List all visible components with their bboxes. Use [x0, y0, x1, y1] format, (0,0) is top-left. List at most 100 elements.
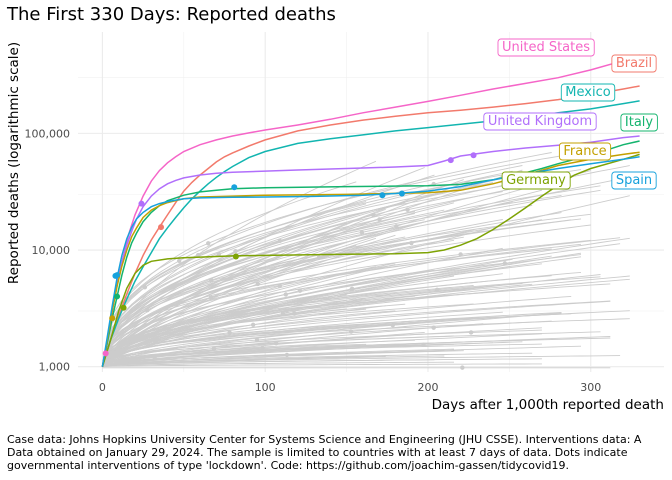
background-series-line: [101, 160, 377, 367]
lockdown-dot-spain: [114, 272, 121, 279]
background-series-line: [101, 171, 533, 367]
country-label-spain: Spain: [611, 171, 657, 190]
x-axis-title: Days after 1,000th reported death: [432, 397, 664, 413]
label-text: Spain: [616, 173, 652, 188]
country-labels: United States Brazil Mexico United Kingdom I…: [483, 38, 658, 190]
lockdown-dot-france: [109, 315, 116, 322]
label-text: France: [563, 144, 606, 159]
background-lockdown-dot: [297, 288, 303, 293]
label-box: [620, 113, 658, 132]
lockdown-dot-united-kingdom: [470, 152, 477, 159]
background-lockdown-dot: [458, 252, 463, 257]
caption-line-3: governmental interventions of type 'lock…: [7, 459, 569, 472]
background-lockdown-dot: [377, 217, 382, 222]
background-lockdown-dot: [284, 352, 290, 358]
background-series-line: [102, 295, 572, 368]
y-axis-title: Reported deaths (logarithmic scale): [6, 42, 22, 284]
caption-line-1: Case data: Johns Hopkins University Cent…: [7, 433, 642, 446]
label-text: Brazil: [616, 56, 652, 71]
background-series-line: [101, 184, 513, 367]
background-series-line: [102, 343, 367, 368]
background-series-line: [102, 300, 611, 368]
background-series-line: [102, 345, 582, 368]
background-series-line: [102, 255, 552, 368]
background-lockdown-dot: [143, 322, 148, 328]
label-text: Germany: [506, 173, 566, 188]
background-series-line: [102, 337, 611, 368]
background-series: [101, 152, 630, 370]
lockdown-dot-spain: [398, 190, 405, 197]
background-series-line: [102, 361, 454, 368]
background-series-line: [101, 189, 601, 367]
axis-ticks: 0 100 200 300 1,000 10,000 100,000: [25, 127, 602, 394]
background-series-line: [102, 170, 591, 367]
label-box: [560, 83, 616, 102]
y-tick-label: 1,000: [39, 361, 71, 374]
label-box: [611, 54, 657, 73]
background-series-line: [102, 358, 542, 368]
background-series-line: [102, 312, 562, 368]
background-series-line: [102, 263, 513, 367]
lockdown-dot-brazil: [158, 224, 165, 231]
background-lockdown-dot: [468, 330, 474, 335]
background-series-line: [102, 363, 542, 368]
country-label-united-states: United States: [497, 38, 595, 57]
label-text: United Kingdom: [488, 114, 592, 129]
background-series-line: [102, 321, 415, 368]
label-text: Mexico: [565, 85, 610, 100]
background-series-line: [101, 181, 494, 367]
country-label-united-kingdom: United Kingdom: [483, 112, 597, 131]
background-series-line: [102, 336, 611, 368]
background-series-line: [101, 213, 591, 367]
background-series-line: [102, 333, 542, 368]
background-lockdown-dot: [177, 258, 182, 263]
background-series-line: [102, 169, 523, 367]
series-line-united-kingdom: [101, 135, 640, 367]
background-lockdown-dot: [216, 252, 221, 257]
background-lockdown-dot: [206, 241, 211, 246]
label-box: [483, 112, 597, 131]
lockdown-dot-germany: [120, 304, 127, 311]
background-series-line: [102, 317, 474, 368]
x-tick-label: 100: [255, 381, 276, 394]
country-label-brazil: Brazil: [611, 54, 657, 73]
x-tick-label: 200: [417, 381, 438, 394]
caption-line-2: Data obtained on January 29, 2024. The s…: [7, 446, 628, 459]
background-series-line: [101, 204, 533, 367]
country-label-mexico: Mexico: [560, 83, 616, 102]
background-series-line: [101, 239, 591, 367]
lockdown-dot-spain: [379, 192, 386, 199]
label-box: [611, 171, 657, 190]
background-series-line: [102, 278, 630, 367]
background-lockdown-dot: [359, 230, 365, 235]
lockdown-dot-united-kingdom: [138, 200, 145, 207]
x-tick-label: 300: [580, 381, 601, 394]
country-label-france: France: [558, 142, 612, 161]
background-series-line: [102, 179, 464, 367]
lockdown-dot-italy: [114, 293, 121, 300]
background-lockdown-dot: [227, 330, 232, 335]
background-series-line: [101, 213, 415, 367]
background-series-line: [102, 275, 630, 367]
background-series-line: [102, 300, 611, 367]
lockdown-dot-united-kingdom: [447, 157, 454, 164]
background-series-line: [102, 311, 562, 368]
country-label-italy: Italy: [620, 113, 658, 132]
background-lockdown-dot: [434, 287, 440, 292]
background-lockdown-dot: [394, 224, 399, 229]
label-box: [558, 142, 612, 161]
x-tick-label: 0: [99, 381, 106, 394]
background-series-line: [102, 256, 582, 367]
background-lockdown-dot: [502, 261, 508, 266]
grid: [78, 32, 664, 372]
background-series-line: [101, 224, 591, 367]
background-series-line: [102, 355, 445, 368]
background-series-line: [102, 237, 630, 367]
label-text: United States: [502, 40, 590, 55]
label-box: [497, 38, 595, 57]
background-series-line: [102, 274, 601, 368]
background-lockdown-dot: [390, 323, 395, 328]
lockdown-dot-germany: [232, 253, 239, 260]
background-series-line: [102, 195, 630, 367]
background-lockdown-dot: [460, 365, 465, 370]
